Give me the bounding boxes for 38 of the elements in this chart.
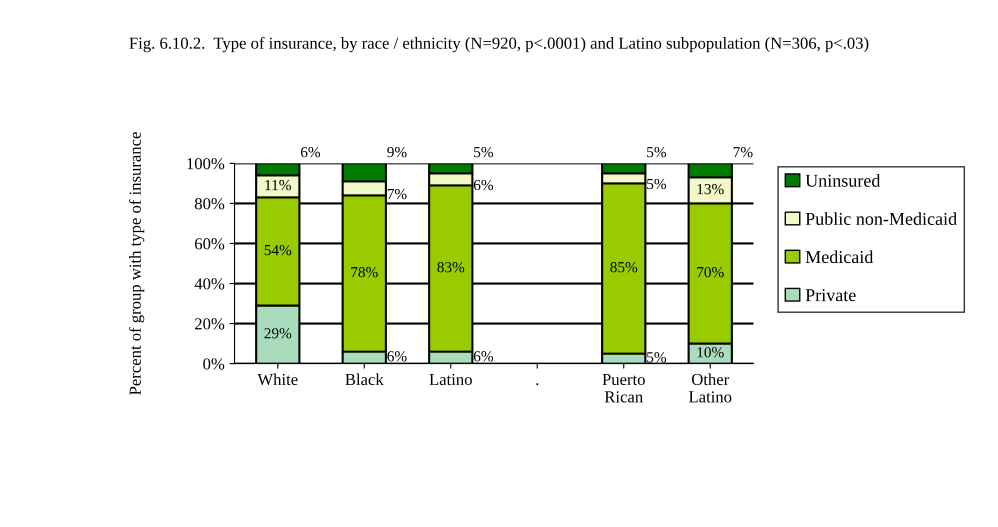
data-label: 5% (647, 178, 666, 190)
data-label: 5% (647, 352, 666, 362)
data-label: 11% (265, 180, 291, 190)
y-tick-label: 80% (194, 198, 224, 210)
y-tick-label: 0% (203, 358, 224, 370)
data-label: 7% (734, 146, 753, 158)
y-tick-label: 60% (194, 238, 224, 250)
x-tick-label: Puerto Rican (602, 374, 645, 403)
y-tick-label: 40% (194, 278, 224, 290)
data-label: 6% (474, 180, 494, 190)
data-label: 70% (697, 267, 724, 278)
x-tick-label: Black (345, 373, 384, 386)
data-label: 10% (698, 347, 724, 358)
data-label: 13% (698, 184, 724, 194)
legend-label: Private (806, 289, 856, 302)
x-tick-label: White (257, 373, 298, 386)
data-label: 5% (474, 146, 494, 158)
y-tick-label: 20% (194, 318, 224, 330)
legend-label: Uninsured (806, 174, 880, 187)
x-tick-label: . (536, 383, 538, 386)
data-label: 54% (264, 245, 292, 256)
data-label: 6% (300, 146, 320, 158)
data-label: 83% (437, 262, 464, 272)
data-label: 6% (474, 351, 494, 362)
data-label: 9% (387, 146, 407, 158)
data-label: 78% (351, 267, 378, 278)
data-label: 85% (610, 262, 638, 272)
legend-label: Public non-Medicaid (806, 212, 957, 225)
y-axis-title: Percent of group with type of insurance (128, 132, 144, 395)
y-tick-label: 100% (187, 158, 224, 170)
data-label: 29% (264, 328, 292, 338)
chart-title: Fig. 6.10.2. Type of insurance, by race / ethnicity (N=920, p<.0001) and Latino subpopulation (N=306, p<.03) (129, 36, 868, 52)
data-label: 5% (647, 146, 666, 158)
x-tick-label: Latino (429, 374, 472, 386)
legend-label: Medicaid (806, 250, 874, 264)
data-label: 7% (388, 188, 407, 200)
data-label: 6% (387, 351, 407, 362)
x-tick-label: Other Latino (688, 373, 732, 403)
